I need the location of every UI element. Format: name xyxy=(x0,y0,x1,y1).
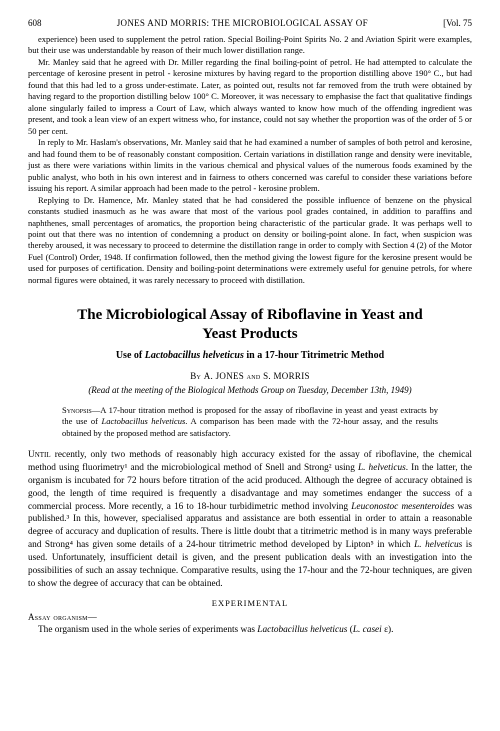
assay-paren-italic: L. casei xyxy=(353,625,382,635)
volume-label: [Vol. 75 xyxy=(443,18,472,28)
main-p1-italic2: Leuconostoc mesenteroides xyxy=(351,502,454,512)
subtitle-suffix: in a 17-hour Titrimetric Method xyxy=(244,350,384,361)
article-title: The Microbiological Assay of Riboflavine… xyxy=(28,306,472,344)
synopsis: Synopsis—A 17-hour titration method is p… xyxy=(62,405,438,439)
subtitle-italic: Lactobacillus helveticus xyxy=(145,350,244,361)
author-1: A. JONES xyxy=(204,371,244,381)
carryover-para-2: Mr. Manley said that he agreed with Dr. … xyxy=(28,57,472,137)
assay-body: The organism used in the whole series of… xyxy=(28,624,472,637)
synopsis-italic: Lactobacillus helveticus xyxy=(101,416,185,426)
carryover-para-4: Replying to Dr. Hamence, Mr. Manley stat… xyxy=(28,195,472,287)
assay-prefix: The organism used in the whole series of… xyxy=(38,625,257,635)
main-p1-italic3: L. helveticus xyxy=(414,540,462,550)
running-head-text: JONES AND MORRIS: THE MICROBIOLOGICAL AS… xyxy=(42,18,444,28)
carryover-para-3: In reply to Mr. Haslam's observations, M… xyxy=(28,137,472,194)
author-2: S. MORRIS xyxy=(263,371,310,381)
main-para-1: Until recently, only two methods of reas… xyxy=(28,449,472,590)
article-subtitle: Use of Lactobacillus helveticus in a 17-… xyxy=(28,350,472,361)
byline: By A. JONES and S. MORRIS xyxy=(28,371,472,381)
title-line-1: The Microbiological Assay of Riboflavine… xyxy=(77,307,422,323)
by-prefix: By xyxy=(190,371,204,381)
assay-italic: Lactobacillus helveticus xyxy=(257,625,347,635)
subtitle-prefix: Use of xyxy=(116,350,145,361)
carryover-para-1: experience) been used to supplement the … xyxy=(28,34,472,57)
lead-word: Until xyxy=(28,450,51,460)
page-container: 608 JONES AND MORRIS: THE MICROBIOLOGICA… xyxy=(0,0,500,657)
by-and: and xyxy=(244,371,263,381)
main-body: Until recently, only two methods of reas… xyxy=(28,449,472,590)
page-number: 608 xyxy=(28,18,42,28)
running-header: 608 JONES AND MORRIS: THE MICROBIOLOGICA… xyxy=(28,18,472,28)
synopsis-label: Synopsis xyxy=(62,405,92,415)
carryover-discussion: experience) been used to supplement the … xyxy=(28,34,472,286)
assay-paren-suffix: ε). xyxy=(382,625,394,635)
meeting-line: (Read at the meeting of the Biological M… xyxy=(28,385,472,395)
assay-para: The organism used in the whole series of… xyxy=(28,624,472,637)
main-p1-italic1: L. helveticus xyxy=(358,463,406,473)
section-experimental: EXPERIMENTAL xyxy=(28,598,472,608)
title-line-2: Yeast Products xyxy=(202,326,297,342)
subsection-assay-organism: Assay organism— xyxy=(28,612,472,622)
